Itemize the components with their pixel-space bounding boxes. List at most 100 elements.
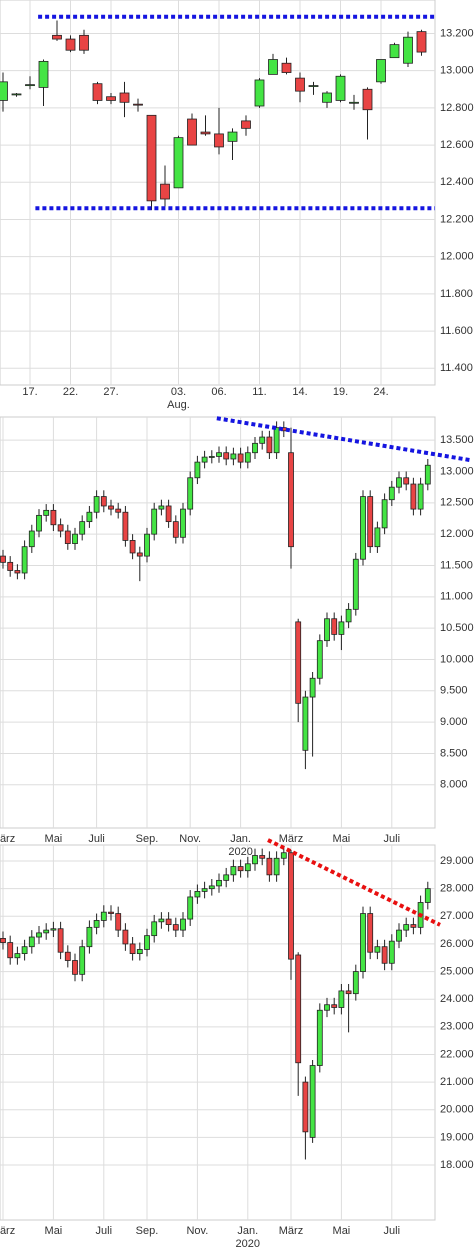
candle-body	[136, 552, 143, 557]
trend-line	[216, 416, 472, 463]
candle-body	[187, 896, 194, 920]
candle-body	[151, 921, 158, 937]
candle-body	[92, 83, 103, 101]
y-tick-label: 29.000	[440, 855, 474, 867]
candle-body	[50, 928, 57, 931]
x-sublabel: Aug.	[167, 399, 190, 411]
candle-body	[308, 85, 319, 87]
y-tick-label: 9.000	[440, 716, 468, 728]
trend-line	[267, 838, 441, 927]
candle-body	[36, 932, 42, 938]
y-tick-label: 12.600	[440, 139, 474, 151]
candle-body	[7, 942, 14, 959]
candle-body	[381, 946, 388, 964]
candle-body	[72, 960, 78, 975]
candle-body	[281, 62, 292, 73]
candle-body	[165, 505, 172, 523]
y-tick-label: 25.000	[440, 965, 474, 977]
candle-body	[165, 918, 172, 925]
candle-body	[86, 926, 93, 948]
candle-body	[194, 461, 201, 479]
y-tick-label: 11.500	[440, 559, 473, 571]
candle-body	[244, 863, 251, 872]
y-tick-label: 28.000	[440, 883, 474, 895]
candle-body	[208, 456, 215, 458]
candle-body	[216, 879, 222, 887]
candle-body	[72, 533, 78, 544]
candle-body	[295, 954, 302, 1064]
candle-body	[173, 137, 184, 189]
candle-body	[0, 81, 8, 101]
candle-body	[416, 31, 427, 53]
y-tick-label: 12.800	[440, 102, 474, 114]
candle-body	[21, 546, 28, 574]
candle-body	[410, 924, 417, 928]
candle-body	[7, 561, 14, 571]
plot-background	[0, 416, 436, 829]
candle-body	[50, 509, 57, 526]
candle-body	[417, 483, 424, 510]
y-tick-label: 11.600	[440, 325, 473, 337]
x-tick-label: Sep.	[136, 833, 159, 845]
candle-body	[172, 924, 179, 931]
y-tick-label: 11.800	[440, 288, 473, 300]
candle-body	[335, 75, 346, 101]
candle-body	[331, 1004, 338, 1008]
x-tick-label: Nov.	[186, 1225, 208, 1237]
candle-body	[331, 618, 338, 635]
candle-body	[201, 888, 208, 892]
candle-body	[389, 44, 400, 59]
candle-body	[252, 442, 258, 454]
candle-body	[160, 183, 170, 200]
candle-body	[388, 940, 395, 964]
candle-body	[288, 452, 294, 548]
y-tick-label: 27.000	[440, 910, 474, 922]
candle-body	[367, 913, 374, 953]
candle-body	[403, 924, 410, 931]
x-tick-label: Nov.	[179, 833, 201, 845]
candle-body	[352, 558, 359, 610]
candle-body	[360, 496, 366, 560]
candle-body	[133, 103, 143, 106]
candle-body	[424, 888, 431, 903]
candle-body	[252, 855, 258, 865]
candle-body	[172, 521, 179, 538]
y-tick-label: 24.000	[440, 993, 474, 1005]
x-tick-label: Mai	[45, 833, 63, 845]
candle-body	[227, 131, 238, 142]
y-tick-label: 8.000	[440, 779, 468, 791]
candle-body	[273, 857, 280, 876]
candle-body	[79, 34, 89, 51]
candle-body	[381, 499, 388, 529]
x-tick-label: Mai	[333, 1225, 351, 1237]
candle-body	[309, 1065, 316, 1138]
y-tick-label: 9.500	[440, 685, 468, 697]
candle-body	[144, 935, 150, 950]
x-tick-label: Jan.	[230, 833, 251, 845]
candle-body	[79, 521, 86, 535]
candle-body	[349, 101, 359, 104]
candle-body	[108, 505, 114, 510]
candle-body	[410, 483, 417, 510]
y-tick-label: 20.000	[440, 1104, 474, 1116]
x-tick-label: März	[0, 1225, 15, 1237]
candle-body	[86, 511, 93, 523]
y-tick-label: 13.500	[440, 434, 474, 446]
candle-body	[0, 938, 6, 943]
candle-body	[324, 1004, 330, 1011]
candle-body	[338, 621, 345, 635]
candle-body	[362, 88, 373, 111]
candle-body	[223, 874, 230, 881]
y-tick-label: 11.000	[440, 591, 473, 603]
candle-body	[208, 885, 215, 890]
candle-body	[119, 92, 130, 103]
y-tick-label: 12.000	[440, 251, 474, 263]
x-tick-label: März	[279, 1225, 303, 1237]
candle-body	[302, 696, 309, 751]
y-tick-label: 21.000	[440, 1076, 474, 1088]
candle-body	[0, 555, 6, 563]
candle-body	[302, 1081, 309, 1133]
candle-body	[129, 943, 136, 955]
plot-background	[0, 0, 436, 386]
